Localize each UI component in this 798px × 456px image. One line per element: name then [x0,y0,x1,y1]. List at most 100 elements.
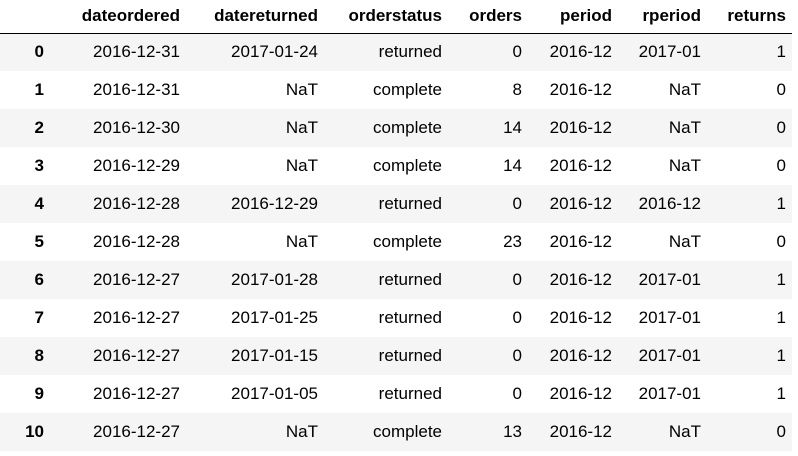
table-row: 1 2016-12-31 NaT complete 8 2016-12 NaT 0 [0,71,792,109]
row-index: 8 [34,346,44,365]
cell-dateordered: 2016-12-28 [93,232,180,251]
cell-dateordered: 2016-12-28 [93,194,180,213]
cell-returns: 0 [776,118,786,137]
cell-rperiod: NaT [668,156,701,175]
cell-returns: 0 [776,80,786,99]
cell-datereturned: NaT [285,232,318,251]
cell-rperiod: 2016-12 [638,194,701,213]
table-row: 3 2016-12-29 NaT complete 14 2016-12 NaT 0 [0,147,792,185]
row-index: 6 [34,270,44,289]
cell-dateordered: 2016-12-29 [93,156,180,175]
cell-dateordered: 2016-12-27 [93,422,180,441]
cell-rperiod: NaT [668,118,701,137]
cell-period: 2016-12 [549,384,612,403]
cell-returns: 0 [776,422,786,441]
header-returns: returns [707,0,792,34]
cell-datereturned: 2017-01-15 [231,346,318,365]
cell-orderstatus: returned [378,346,442,365]
cell-orders: 14 [503,156,522,175]
table-row: 2 2016-12-30 NaT complete 14 2016-12 NaT 0 [0,109,792,147]
cell-period: 2016-12 [549,270,612,289]
cell-period: 2016-12 [549,422,612,441]
cell-rperiod: 2017-01 [638,270,701,289]
cell-orderstatus: returned [378,270,442,289]
cell-datereturned: NaT [285,422,318,441]
cell-orders: 14 [503,118,522,137]
cell-datereturned: 2017-01-24 [231,42,318,62]
cell-datereturned: 2016-12-29 [231,194,318,213]
cell-orderstatus: complete [373,422,442,441]
header-period: period [528,0,618,34]
cell-dateordered: 2016-12-27 [93,346,180,365]
cell-returns: 1 [776,346,786,365]
cell-dateordered: 2016-12-31 [93,42,180,62]
row-index: 0 [34,42,44,62]
cell-period: 2016-12 [549,346,612,365]
header-datereturned: datereturned [186,0,324,34]
cell-rperiod: 2017-01 [638,346,701,365]
cell-orderstatus: returned [378,42,442,62]
cell-period: 2016-12 [549,156,612,175]
cell-dateordered: 2016-12-27 [93,270,180,289]
header-index [0,0,50,34]
table-row: 5 2016-12-28 NaT complete 23 2016-12 NaT 0 [0,223,792,261]
cell-dateordered: 2016-12-27 [93,384,180,403]
cell-rperiod: 2017-01 [638,308,701,327]
cell-rperiod: NaT [668,80,701,99]
cell-orderstatus: returned [378,384,442,403]
table-row: 0 2016-12-31 2017-01-24 returned 0 2016-12 201… [0,33,792,71]
row-index: 10 [25,422,44,441]
cell-orders: 0 [512,42,522,62]
cell-returns: 1 [776,270,786,289]
cell-orders: 0 [512,270,522,289]
header-row: dateordered datereturned orderstatus ord… [0,0,792,34]
cell-orderstatus: complete [373,156,442,175]
row-index: 2 [34,118,44,137]
row-index: 4 [34,194,44,213]
cell-orderstatus: returned [378,194,442,213]
cell-returns: 0 [776,156,786,175]
cell-datereturned: NaT [285,118,318,137]
cell-dateordered: 2016-12-27 [93,308,180,327]
cell-rperiod: NaT [668,422,701,441]
cell-orders: 8 [512,80,522,99]
cell-datereturned: NaT [285,156,318,175]
row-index: 5 [34,232,44,251]
cell-orders: 0 [512,384,522,403]
cell-period: 2016-12 [549,232,612,251]
cell-datereturned: 2017-01-28 [231,270,318,289]
cell-orders: 0 [512,346,522,365]
cell-dateordered: 2016-12-30 [93,118,180,137]
row-index: 1 [34,80,44,99]
cell-returns: 1 [776,194,786,213]
table-header: dateordered datereturned orderstatus ord… [0,0,792,34]
row-index: 3 [34,156,44,175]
table-row: 10 2016-12-27 NaT complete 13 2016-12 NaT 0 [0,413,792,451]
cell-returns: 1 [776,42,786,62]
cell-datereturned: 2017-01-25 [231,308,318,327]
table-body: 0 2016-12-31 2017-01-24 returned 0 2016-12 201… [0,33,792,451]
cell-orderstatus: complete [373,80,442,99]
cell-datereturned: 2017-01-05 [231,384,318,403]
table-row: 8 2016-12-27 2017-01-15 returned 0 2016-12 201… [0,337,792,375]
cell-orderstatus: returned [378,308,442,327]
header-orders: orders [448,0,528,34]
cell-dateordered: 2016-12-31 [93,80,180,99]
cell-orders: 13 [503,422,522,441]
cell-period: 2016-12 [549,118,612,137]
cell-orderstatus: complete [373,232,442,251]
cell-rperiod: NaT [668,232,701,251]
cell-orders: 23 [503,232,522,251]
cell-orders: 0 [512,308,522,327]
row-index: 9 [34,384,44,403]
table-row: 9 2016-12-27 2017-01-05 returned 0 2016-12 201… [0,375,792,413]
table-row: 7 2016-12-27 2017-01-25 returned 0 2016-12 201… [0,299,792,337]
table-row: 6 2016-12-27 2017-01-28 returned 0 2016-12 201… [0,261,792,299]
cell-returns: 0 [776,232,786,251]
cell-orders: 0 [512,194,522,213]
cell-datereturned: NaT [285,80,318,99]
header-orderstatus: orderstatus [324,0,448,34]
cell-period: 2016-12 [549,194,612,213]
